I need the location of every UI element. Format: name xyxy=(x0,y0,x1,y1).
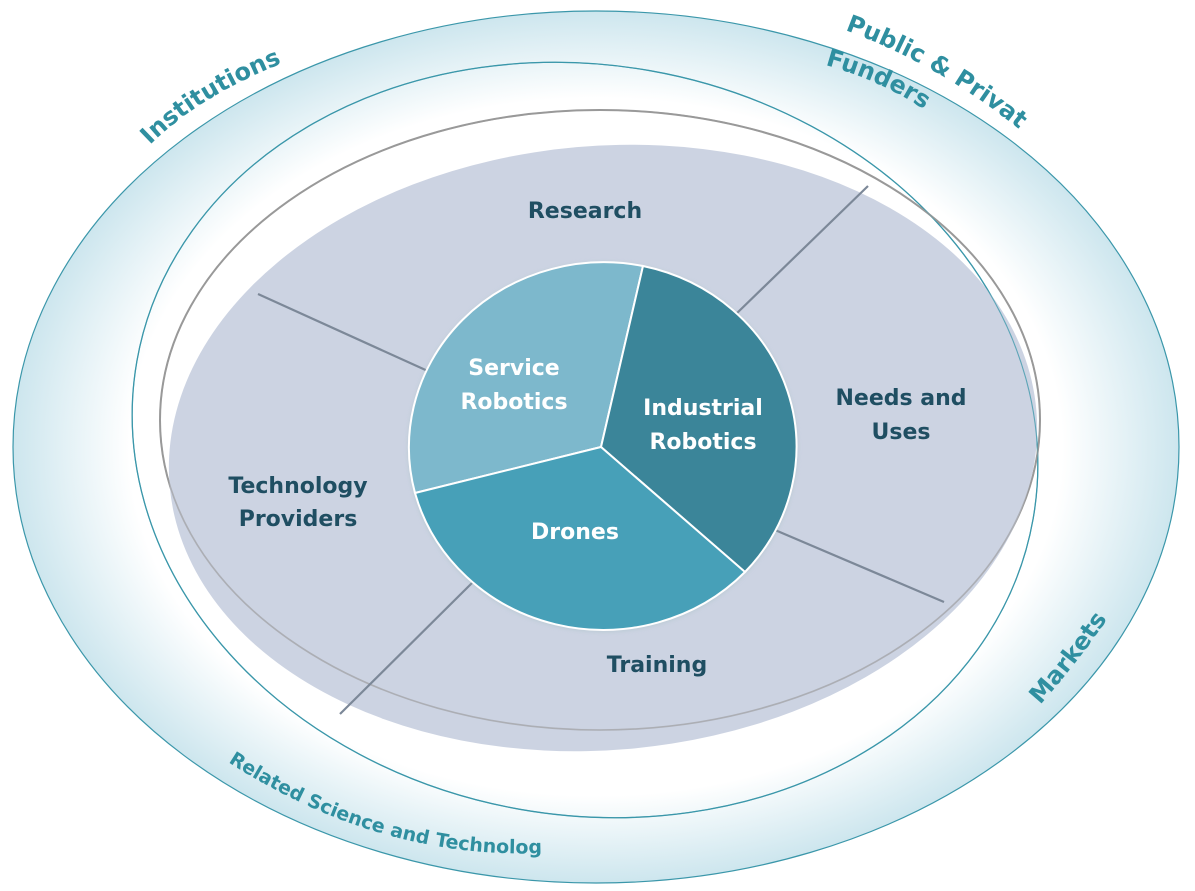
drones-slice xyxy=(413,445,747,631)
tech-label-line2: Providers xyxy=(239,507,358,532)
divider-research-tech xyxy=(257,292,431,374)
needs-label-line2: Uses xyxy=(872,420,931,445)
tech-label-line1: Technology xyxy=(228,474,367,499)
research-label: Research xyxy=(528,199,642,224)
gray-ellipse-overlay xyxy=(159,109,1041,731)
industrial-label-line1: Industrial xyxy=(643,396,763,421)
industrial-label-line2: Robotics xyxy=(649,430,756,455)
service-label-line1: Service xyxy=(468,356,559,381)
service-label-line2: Robotics xyxy=(460,390,567,415)
industrial-robotics-slice xyxy=(599,264,798,574)
drones-label: Drones xyxy=(531,520,619,545)
divider-needs-training xyxy=(774,528,945,604)
needs-label-line1: Needs and xyxy=(835,386,966,411)
training-label: Training xyxy=(607,653,707,678)
divider-research-needs xyxy=(734,185,869,316)
divider-tech-training xyxy=(339,579,476,715)
institutions-ellipse-overlay xyxy=(131,61,1039,819)
service-robotics-slice xyxy=(407,261,645,495)
core-pie xyxy=(407,261,798,631)
